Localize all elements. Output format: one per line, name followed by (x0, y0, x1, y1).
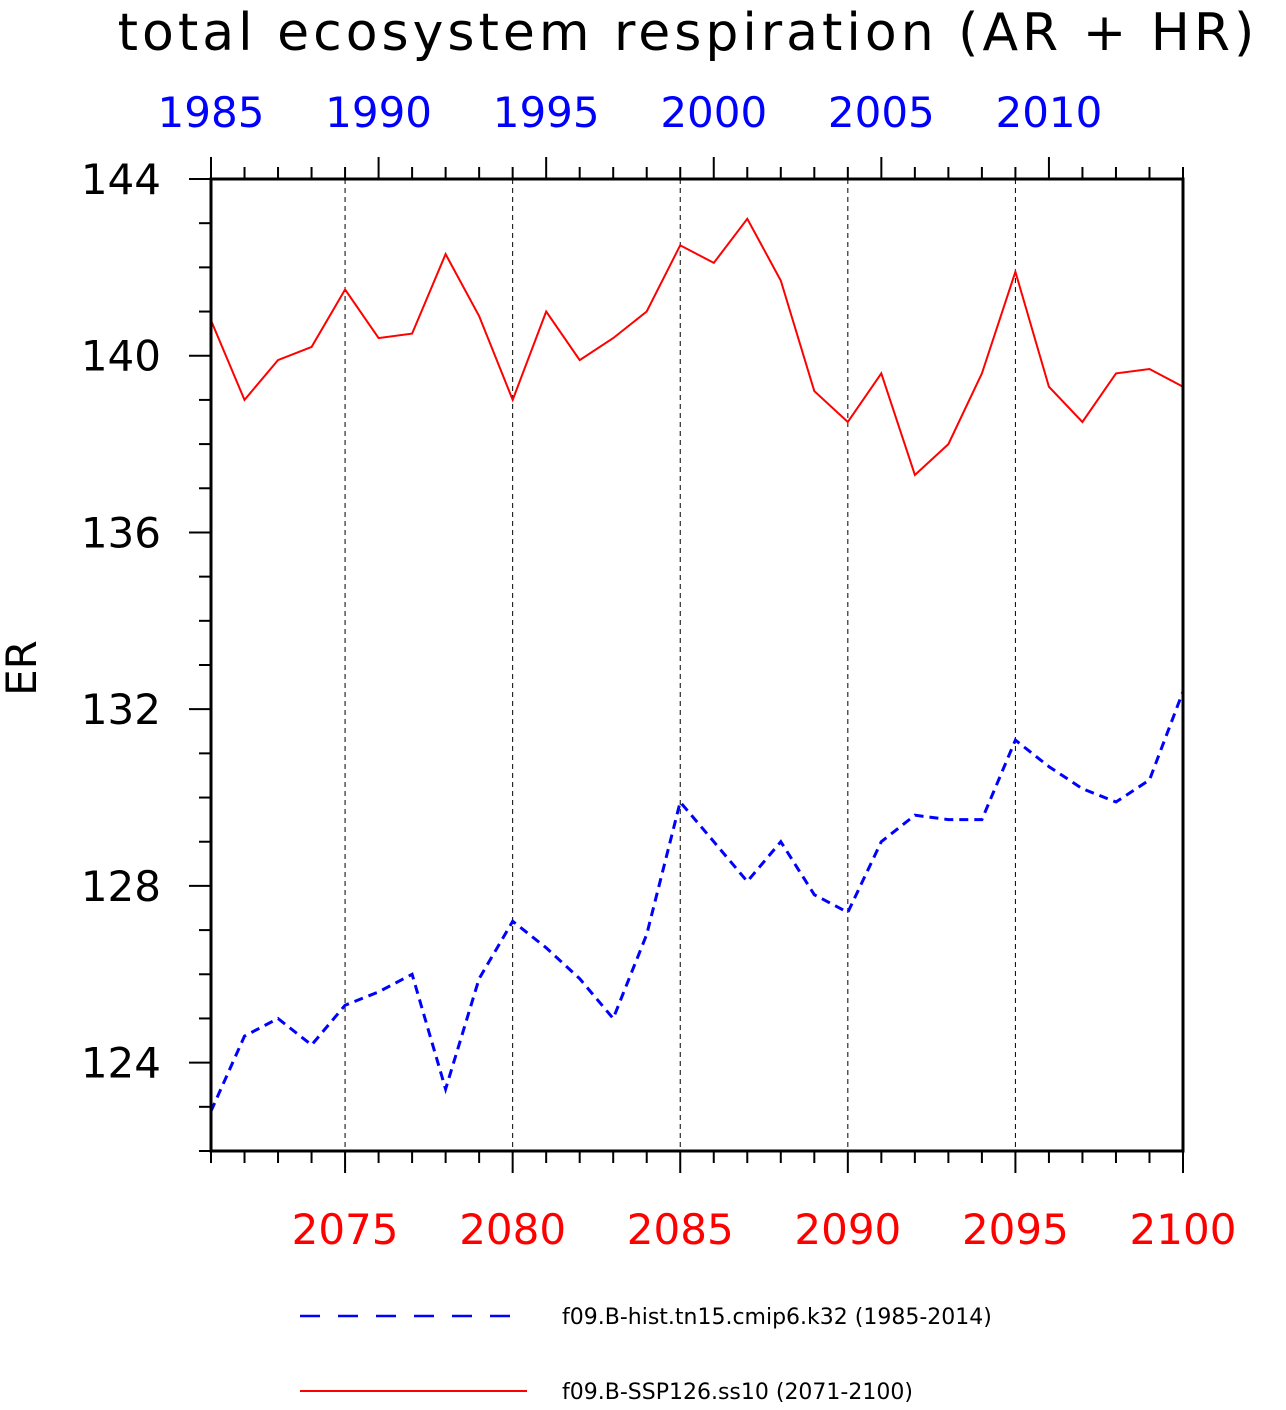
y-axis-label: ER (0, 640, 46, 696)
tick-labels: 2075 2080 2085 2090 2095 2100 1985 1990 1995 2000… (81, 88, 1237, 1254)
series-line-1 (210, 216, 1184, 477)
legend-label-ssp: f09.B-SSP126.ss10 (2071-2100) (562, 1380, 913, 1405)
x-tick-label-top: 2000 (660, 88, 767, 137)
legend-label-hist: f09.B-hist.tn15.cmip6.k32 (1985-2014) (562, 1305, 992, 1330)
x-tick-label-bottom: 2080 (459, 1205, 566, 1254)
y-tick-label: 128 (81, 862, 161, 911)
x-tick-label-top: 1990 (325, 88, 432, 137)
series-lines (209, 216, 1185, 1112)
plot-frame (209, 177, 1185, 1153)
series-line-0 (209, 690, 1185, 1112)
x-tick-label-bottom: 2095 (962, 1205, 1069, 1254)
x-tick-label-top: 1995 (493, 88, 600, 137)
x-tick-label-bottom: 2075 (292, 1205, 399, 1254)
x-tick-label-top: 1985 (158, 88, 265, 137)
axis-ticks (189, 157, 1184, 1173)
legend: f09.B-hist.tn15.cmip6.k32 (1985-2014) f0… (300, 1305, 992, 1405)
x-tick-label-bottom: 2085 (627, 1205, 734, 1254)
x-tick-label-top: 2010 (995, 88, 1102, 137)
y-tick-label: 132 (81, 685, 161, 734)
y-tick-label: 140 (81, 332, 161, 381)
chart-title: total ecosystem respiration (AR + HR) (118, 3, 1259, 63)
y-tick-label: 144 (81, 155, 161, 204)
grid-lines (344, 179, 1016, 1151)
x-tick-label-bottom: 2100 (1130, 1205, 1237, 1254)
y-tick-label: 124 (81, 1039, 161, 1088)
x-tick-label-top: 2005 (828, 88, 935, 137)
y-tick-label: 136 (81, 508, 161, 557)
x-tick-label-bottom: 2090 (794, 1205, 901, 1254)
